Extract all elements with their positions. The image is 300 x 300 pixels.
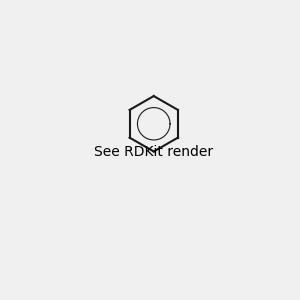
Text: See RDKit render: See RDKit render (94, 145, 213, 158)
